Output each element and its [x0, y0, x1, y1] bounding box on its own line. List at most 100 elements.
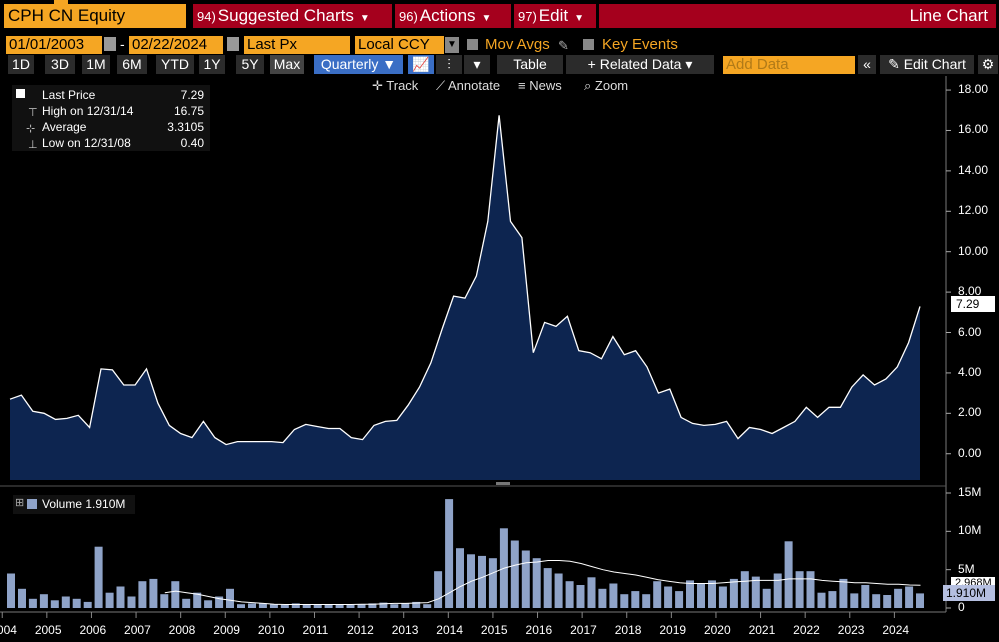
volume-bar: [291, 603, 300, 608]
price-line: [9, 115, 921, 446]
price-tick-label: 18.00: [958, 82, 989, 97]
volume-bar: [138, 581, 147, 608]
zoom-tool[interactable]: ⌕ Zoom: [584, 78, 629, 93]
volume-bar: [740, 571, 749, 608]
volume-bar: [7, 573, 15, 608]
pencil-icon[interactable]: ✎: [558, 38, 569, 53]
calendar-icon[interactable]: [104, 37, 116, 51]
volume-bar: [916, 593, 924, 608]
year-label: 2005: [34, 623, 62, 637]
volume-bar: [784, 541, 793, 608]
chevron-down-icon[interactable]: ▼: [445, 37, 459, 53]
range-button-max[interactable]: Max: [270, 55, 304, 74]
chart-style-icon[interactable]: ⫶: [436, 55, 462, 74]
volume-bar: [806, 571, 815, 608]
volume-bar: [587, 577, 596, 608]
volume-bar: [61, 596, 70, 608]
volume-bar: [28, 598, 37, 608]
key-events-label: Key Events: [602, 36, 678, 53]
menu-number: 97): [518, 9, 537, 24]
field-selector[interactable]: Last Px: [244, 36, 350, 54]
range-button-1m[interactable]: 1M: [82, 55, 110, 74]
price-tick-label: 16.00: [958, 122, 989, 137]
start-date-field[interactable]: 01/01/2003: [6, 36, 102, 54]
volume-bar: [412, 601, 421, 608]
volume-bar: [708, 580, 716, 608]
ticker-field[interactable]: CPH CN Equity: [4, 0, 186, 28]
volume-bar: [171, 581, 180, 608]
line-chart-icon[interactable]: 📈: [408, 55, 434, 74]
track-tool[interactable]: ✛ Track: [372, 78, 419, 93]
volume-bar: [839, 578, 848, 608]
volume-bar: [160, 594, 169, 608]
range-button-ytd[interactable]: YTD: [156, 55, 194, 74]
end-date-field[interactable]: 02/22/2024: [129, 36, 223, 54]
volume-bar: [423, 604, 432, 608]
year-label: 2011: [302, 623, 329, 637]
volume-moving-average: [164, 560, 921, 605]
volume-bar: [182, 598, 191, 608]
volume-legend: ⊞ Volume 1.910M: [13, 495, 135, 514]
news-tool[interactable]: ≡ News: [518, 78, 562, 93]
volume-bar: [105, 592, 114, 608]
volume-bar: [226, 588, 234, 608]
legend-low-value: 0.40: [180, 136, 204, 150]
volume-bar: [445, 499, 454, 608]
volume-bar: [664, 586, 673, 608]
mov-avgs-checkbox[interactable]: [467, 39, 478, 50]
volume-bar: [248, 603, 256, 608]
range-button-6m[interactable]: 6M: [117, 55, 147, 74]
edit-chart-button[interactable]: ✎ Edit Chart: [880, 55, 974, 74]
volume-bar: [302, 604, 311, 608]
volume-bar: [620, 594, 629, 608]
range-button-1d[interactable]: 1D: [8, 55, 34, 74]
volume-tick-label: 10M: [958, 523, 982, 538]
volume-bar: [532, 558, 541, 608]
suggested-charts-menu[interactable]: 94) Suggested Charts ▼: [193, 4, 392, 28]
edit-menu[interactable]: 97) Edit ▼: [514, 4, 596, 28]
volume-bar: [729, 578, 738, 608]
range-button-1y[interactable]: 1Y: [199, 55, 225, 74]
pane-resize-handle: [496, 482, 510, 485]
legend-last-value: 7.29: [180, 88, 204, 102]
volume-bar: [357, 604, 366, 608]
actions-menu[interactable]: 96) Actions ▼: [395, 4, 511, 28]
mov-avgs-label: Mov Avgs: [485, 36, 550, 53]
range-button-3d[interactable]: 3D: [45, 55, 75, 74]
volume-bar: [598, 588, 607, 608]
price-legend: − Last Price 7.29 ⊤ High on 12/31/14 16.…: [12, 85, 210, 151]
volume-bar: [795, 571, 804, 608]
chevron-down-icon: ▼: [574, 13, 584, 24]
table-button[interactable]: Table: [497, 55, 563, 74]
collapse-icon[interactable]: «: [858, 55, 876, 74]
volume-bar: [653, 581, 662, 608]
zoom-label: Zoom: [594, 78, 629, 93]
year-label: 2018: [614, 623, 642, 637]
volume-bar: [631, 591, 640, 608]
gear-icon[interactable]: ⚙: [978, 55, 998, 74]
volume-bar: [269, 604, 278, 608]
volume-bar: [543, 568, 552, 608]
add-data-input[interactable]: Add Data: [723, 56, 855, 74]
year-label: 2019: [659, 623, 687, 637]
key-events-checkbox[interactable]: [583, 39, 594, 50]
volume-bar: [324, 604, 333, 608]
year-label: 2006: [79, 623, 107, 637]
currency-selector[interactable]: Local CCY: [355, 36, 444, 54]
price-tick-label: 8.00: [958, 284, 982, 299]
volume-legend-label: Volume 1.910M: [42, 497, 126, 511]
volume-tick-label: 0: [958, 600, 965, 614]
annotate-tool[interactable]: ⟋ Annotate: [436, 78, 501, 93]
calendar-icon[interactable]: [227, 37, 239, 51]
volume-bar: [828, 591, 837, 608]
year-label: 2004: [0, 623, 17, 637]
last-price-swatch: [16, 89, 25, 98]
chevron-down-icon[interactable]: ▾: [464, 55, 490, 74]
volume-bar: [697, 583, 705, 608]
volume-bar: [467, 554, 475, 608]
range-button-5y[interactable]: 5Y: [236, 55, 264, 74]
volume-bar: [335, 604, 344, 608]
volume-bar: [346, 604, 355, 608]
period-selector[interactable]: Quarterly ▼: [314, 55, 403, 74]
related-data-button[interactable]: + Related Data ▾: [566, 55, 714, 74]
